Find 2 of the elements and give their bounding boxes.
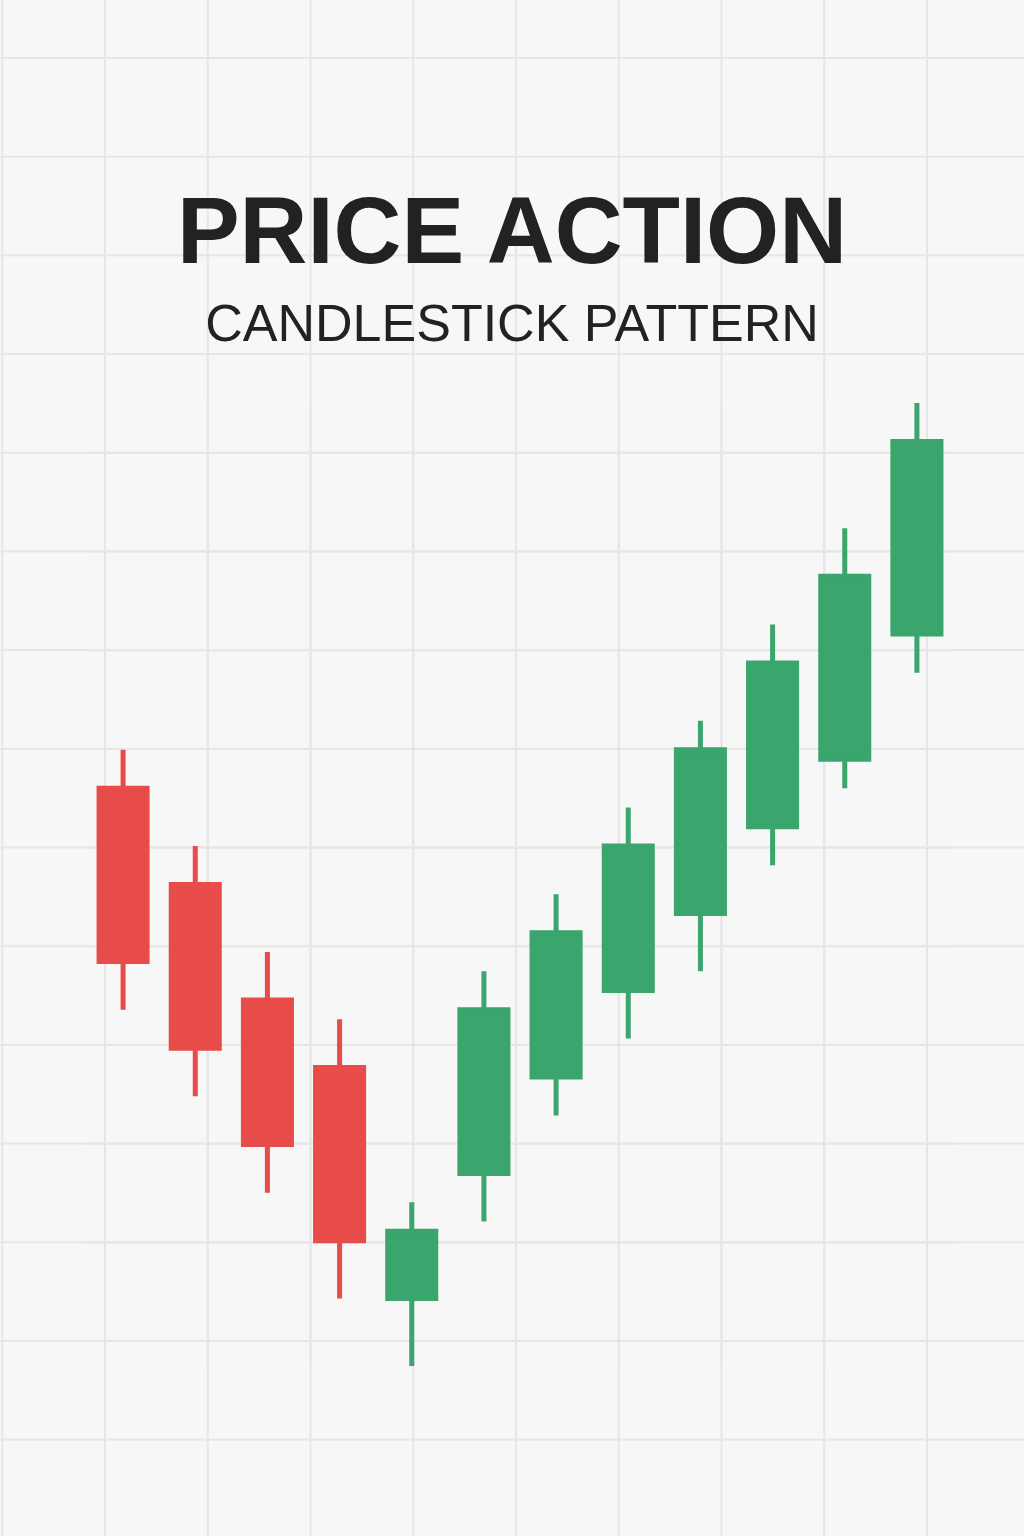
chart-title: PRICE ACTION [176,178,848,283]
chart-subtitle: CANDLESTICK PATTERN [205,294,819,352]
